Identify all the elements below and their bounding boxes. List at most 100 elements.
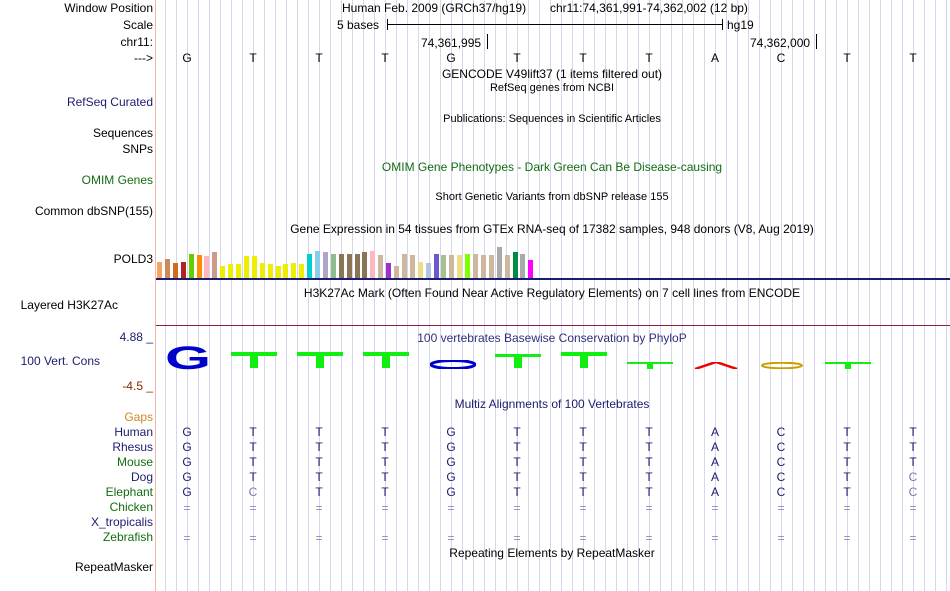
gtex-tissue-bar[interactable] xyxy=(189,254,194,278)
gtex-tissue-bar[interactable] xyxy=(513,252,518,278)
gtex-tissue-bar[interactable] xyxy=(181,262,186,278)
alignment-gap: = xyxy=(843,531,851,545)
gtex-tissue-bar[interactable] xyxy=(426,263,431,278)
gtex-tissue-bar[interactable] xyxy=(402,254,407,278)
gtex-tissue-bar[interactable] xyxy=(323,252,328,278)
label-species-x-tropicalis[interactable]: X_tropicalis xyxy=(90,515,153,529)
grid-line xyxy=(462,0,463,591)
grid-line xyxy=(528,0,529,591)
gtex-tissue-bar[interactable] xyxy=(252,256,257,278)
gtex-tissue-bar[interactable] xyxy=(339,254,344,278)
gtex-tissue-bar[interactable] xyxy=(362,252,367,278)
label-gaps[interactable]: Gaps xyxy=(124,410,153,424)
track-title-gencode[interactable]: GENCODE V49lift37 (1 items filtered out) xyxy=(441,67,663,81)
gtex-tissue-bar[interactable] xyxy=(489,255,494,278)
label-species-mouse[interactable]: Mouse xyxy=(116,455,153,469)
gtex-tissue-bar[interactable] xyxy=(434,254,439,278)
gtex-tissue-bar[interactable] xyxy=(173,263,178,278)
track-title-gtex[interactable]: Gene Expression in 54 tissues from GTEx … xyxy=(290,222,814,236)
track-title-h3k27ac[interactable]: H3K27Ac Mark (Often Found Near Active Re… xyxy=(303,286,801,300)
alignment-gap: = xyxy=(843,501,851,515)
position-readout: chr11:74,361,991-74,362,002 (12 bp) xyxy=(550,1,748,15)
gtex-tissue-bar[interactable] xyxy=(418,262,423,278)
gtex-tissue-bar[interactable] xyxy=(370,251,375,278)
gtex-tissue-bar[interactable] xyxy=(197,255,202,278)
gtex-tissue-bar[interactable] xyxy=(520,254,525,278)
gtex-tissue-bar[interactable] xyxy=(157,262,162,278)
gtex-tissue-bar[interactable] xyxy=(473,254,478,278)
grid-line xyxy=(935,0,936,591)
gtex-tissue-bar[interactable] xyxy=(165,259,170,278)
gtex-tissue-bar[interactable] xyxy=(236,264,241,278)
label-species-elephant[interactable]: Elephant xyxy=(105,485,153,499)
gtex-tissue-bar[interactable] xyxy=(228,264,233,278)
alignment-gap: = xyxy=(777,501,785,515)
label-species-zebrafish[interactable]: Zebrafish xyxy=(102,530,153,544)
gtex-tissue-bar[interactable] xyxy=(410,255,415,278)
gtex-tissue-bar[interactable] xyxy=(378,255,383,278)
alignment-base: A xyxy=(710,425,719,439)
grid-line xyxy=(242,0,243,591)
gtex-tissue-bar[interactable] xyxy=(481,255,486,278)
gtex-tissue-bar[interactable] xyxy=(386,263,391,278)
alignment-base: T xyxy=(645,440,653,454)
gtex-tissue-bar[interactable] xyxy=(441,255,446,278)
label-species-rhesus[interactable]: Rhesus xyxy=(112,440,153,454)
label-common-dbsnp[interactable]: Common dbSNP(155) xyxy=(34,204,153,218)
grid-line xyxy=(946,0,947,591)
label-repeatmasker[interactable]: RepeatMasker xyxy=(74,560,153,574)
track-title-multiz[interactable]: Multiz Alignments of 100 Vertebrates xyxy=(454,397,650,411)
ruler-coordinate-2: 74,362,000 xyxy=(750,36,811,50)
gtex-tissue-bar[interactable] xyxy=(283,264,288,278)
gtex-tissue-bar[interactable] xyxy=(276,266,281,278)
label-sequences[interactable]: Sequences xyxy=(92,126,153,140)
gtex-tissue-bar[interactable] xyxy=(331,254,336,278)
label-100-vert-cons[interactable]: 100 Vert. Cons xyxy=(20,354,100,368)
label-refseq-curated[interactable]: RefSeq Curated xyxy=(66,95,153,109)
phylop-c-logo xyxy=(761,362,803,369)
track-title-omim[interactable]: OMIM Gene Phenotypes - Dark Green Can Be… xyxy=(381,160,723,174)
alignment-gap: = xyxy=(579,501,587,515)
gtex-tissue-bar[interactable] xyxy=(465,254,470,278)
label-strand[interactable]: ---> xyxy=(134,51,153,65)
gtex-tissue-bar[interactable] xyxy=(212,252,217,278)
label-snps[interactable]: SNPs xyxy=(122,142,153,156)
grid-line xyxy=(770,0,771,591)
alignment-base: T xyxy=(249,455,257,469)
label-layered-h3k27ac[interactable]: Layered H3K27Ac xyxy=(20,298,118,312)
gtex-tissue-bar[interactable] xyxy=(528,260,533,278)
gtex-tissue-bar[interactable] xyxy=(244,256,249,278)
track-title-publications[interactable]: Publications: Sequences in Scientific Ar… xyxy=(443,113,661,125)
gtex-tissue-bar[interactable] xyxy=(347,254,352,278)
base: A xyxy=(710,51,719,65)
label-species-human[interactable]: Human xyxy=(114,425,153,439)
gtex-tissue-bar[interactable] xyxy=(220,266,225,278)
gtex-tissue-bar[interactable] xyxy=(204,256,209,278)
label-gene-pold3[interactable]: POLD3 xyxy=(113,252,153,266)
alignment-base: T xyxy=(579,455,587,469)
gtex-tissue-bar[interactable] xyxy=(291,263,296,278)
track-title-dbsnp[interactable]: Short Genetic Variants from dbSNP releas… xyxy=(435,191,669,203)
gtex-tissue-bar[interactable] xyxy=(457,255,462,278)
scale-bar xyxy=(387,18,723,31)
gtex-tissue-bar[interactable] xyxy=(315,251,320,278)
label-omim-genes[interactable]: OMIM Genes xyxy=(81,173,153,187)
gtex-tissue-bar[interactable] xyxy=(449,255,454,278)
gtex-tissue-bar[interactable] xyxy=(307,254,312,278)
gtex-tissue-bar[interactable] xyxy=(299,264,304,278)
alignment-gap: = xyxy=(381,501,389,515)
track-title-refseq[interactable]: RefSeq genes from NCBI xyxy=(489,82,615,94)
gtex-tissue-bar[interactable] xyxy=(260,263,265,278)
gtex-tissue-bar[interactable] xyxy=(497,247,502,278)
label-species-dog[interactable]: Dog xyxy=(130,470,153,484)
grid-line xyxy=(803,0,804,591)
track-title-phylop[interactable]: 100 vertebrates Basewise Conservation by… xyxy=(417,331,687,345)
gtex-tissue-bar[interactable] xyxy=(505,255,510,278)
label-species-chicken[interactable]: Chicken xyxy=(109,500,153,514)
gtex-tissue-bar[interactable] xyxy=(394,266,399,278)
gtex-expression-chart[interactable] xyxy=(157,238,537,278)
gtex-tissue-bar[interactable] xyxy=(355,254,360,278)
track-title-repeatmasker[interactable]: Repeating Elements by RepeatMasker xyxy=(449,546,655,560)
gtex-tissue-bar[interactable] xyxy=(268,264,273,278)
base: T xyxy=(909,51,917,65)
